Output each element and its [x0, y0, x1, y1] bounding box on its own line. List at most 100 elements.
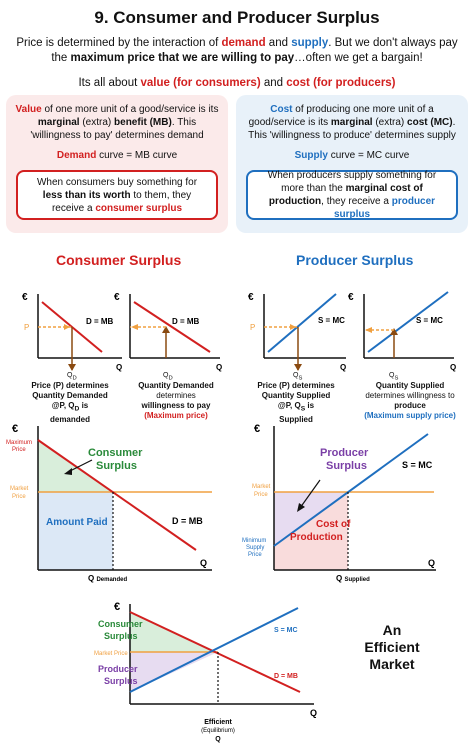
- producer-surplus-label: Producer: [320, 447, 369, 459]
- box-term: producer surplus: [333, 196, 436, 220]
- caption-line: Quantity Supplied: [261, 391, 331, 400]
- pointer-line: [299, 479, 321, 509]
- caption-4: Quantity Supplied determines willingness…: [354, 381, 466, 421]
- max-price-label: Maximum: [6, 440, 32, 446]
- panel-text: of producing one more unit of a good/ser…: [248, 104, 434, 128]
- consumer-surplus-label: Surplus: [96, 460, 137, 472]
- panel-text: (extra): [372, 117, 408, 128]
- caption-line: willingness to pay: [141, 401, 211, 410]
- consumer-surplus-heading: Consumer Surplus: [56, 252, 182, 268]
- heading-line: Market: [369, 656, 415, 672]
- producer-box-text: When producers supply something for more…: [256, 169, 448, 221]
- producer-panel-text: Cost of producing one more unit of a goo…: [244, 103, 460, 142]
- producer-surplus-heading: Producer Surplus: [296, 252, 414, 268]
- subtitle-part: and: [260, 77, 287, 89]
- d-mb-label: D = MB: [172, 516, 203, 526]
- qs-q: Q: [389, 372, 395, 379]
- consumer-box-text: When consumers buy something for less th…: [26, 176, 208, 215]
- small-graph-supply-quantity: € S = MC Q: [348, 291, 456, 372]
- arrow-head: [290, 324, 296, 330]
- intro-part: . But we don't always pay the: [51, 37, 458, 64]
- q-label: Q: [428, 558, 435, 568]
- curve-rest: curve = MC curve: [327, 150, 410, 161]
- caption-1: Price (P) determines Quantity Demanded @…: [22, 381, 118, 425]
- caption-line: @P, QS is: [248, 401, 344, 415]
- caption-part: is: [79, 401, 89, 410]
- qs-label: QS: [293, 372, 302, 381]
- subtitle-for-consumers: (for consumers): [173, 77, 261, 89]
- q-demanded-label: Q Demanded: [88, 574, 127, 583]
- market-price-label: Market Price: [94, 651, 128, 657]
- producer-surplus-box: When producers supply something for more…: [246, 170, 458, 220]
- caption-3: Price (P) determines Quantity Supplied @…: [248, 381, 344, 425]
- qd-q: Q: [163, 372, 169, 379]
- subtitle-cost: cost: [286, 77, 310, 89]
- demand-line: [129, 611, 301, 693]
- d-mb-label: D = MB: [172, 317, 200, 326]
- demand-line: [37, 439, 197, 551]
- panel-bold: marginal: [330, 117, 373, 128]
- caption-sub: S: [300, 405, 306, 413]
- heading-line: An: [382, 622, 402, 638]
- intro-part: Price is determined by the interaction o…: [16, 37, 222, 49]
- min-supply-price-label: Minimum: [242, 538, 266, 544]
- caption-line: Supplied: [279, 414, 313, 424]
- supply-line: [367, 291, 449, 353]
- arrow-head: [68, 364, 76, 371]
- arrow-head: [390, 328, 398, 335]
- panel-text: . This 'willingness to pay' determines d…: [30, 117, 204, 141]
- producer-surplus-graph: € Market Price Minimum Supply Price Prod…: [242, 423, 436, 583]
- supply-line: [267, 293, 337, 353]
- market-price-label: Price: [254, 492, 268, 498]
- producer-surplus-label: Producer: [98, 664, 138, 674]
- q-label: Q: [116, 363, 122, 372]
- demand-label: Demand: [56, 150, 97, 161]
- cost-word: Cost: [270, 104, 293, 115]
- euro-label: €: [348, 292, 354, 303]
- panel-text: of one more unit of a good/service is it…: [41, 104, 219, 115]
- caption-line: Price (P) determines: [257, 381, 335, 390]
- consumer-surplus-box: When consumers buy something for less th…: [16, 170, 218, 220]
- cost-of-production-label: Cost of: [316, 519, 351, 530]
- supplied: Supplied: [344, 577, 370, 583]
- small-graph-supply-price: € P S = MC Q: [248, 292, 346, 372]
- heading-line: Efficient: [364, 639, 420, 655]
- small-graph-demand-price: € P D = MB Q: [22, 292, 122, 372]
- subtitle-part: Its all about: [78, 77, 141, 89]
- arrow-head: [297, 503, 305, 512]
- panel-bold: cost (MC): [407, 117, 453, 128]
- qd-label: QD: [67, 372, 77, 381]
- supply-curve-line: Supply curve = MC curve: [236, 150, 468, 161]
- consumer-surplus-label: Consumer: [98, 619, 143, 629]
- euro-label: €: [12, 423, 18, 435]
- caption-line: demanded: [49, 414, 90, 424]
- panel-text: . This 'willingness to produce' determin…: [248, 117, 456, 141]
- qs-label: QS: [389, 372, 398, 381]
- qs-sub: S: [394, 375, 399, 382]
- demanded: Demanded: [96, 577, 127, 583]
- caption-part: @P, Q: [51, 401, 75, 410]
- box-text: , they receive a: [321, 196, 392, 207]
- amount-paid-area: [38, 492, 113, 570]
- supply-label: Supply: [294, 150, 328, 161]
- subtitle-for-producers: (for producers): [313, 77, 396, 89]
- qd-sub: D: [72, 375, 77, 382]
- euro-label: €: [254, 423, 260, 435]
- euro-label: €: [114, 601, 120, 613]
- arrow-head: [131, 324, 138, 330]
- box-text: When consumers buy something for: [36, 176, 198, 188]
- qs-q: Q: [293, 372, 299, 379]
- s-mc-label: S = MC: [318, 316, 345, 325]
- demand-curve-line: Demand curve = MB curve: [6, 150, 228, 161]
- q-bottom-label: Q: [215, 736, 221, 743]
- caption-line: Price (P) determines: [31, 381, 109, 390]
- qd-q: Q: [67, 372, 73, 379]
- market-price-label: Market: [10, 486, 29, 492]
- demand-line: [133, 301, 211, 353]
- arrow-head: [162, 326, 170, 333]
- consumer-surplus-graph: € Maximum Price Market Price Consumer Su…: [6, 423, 212, 583]
- intro-part: and: [265, 37, 292, 49]
- efficient-label: Efficient: [204, 719, 232, 726]
- caption-line: produce: [394, 401, 426, 410]
- amount-paid-label: Amount Paid: [46, 517, 108, 528]
